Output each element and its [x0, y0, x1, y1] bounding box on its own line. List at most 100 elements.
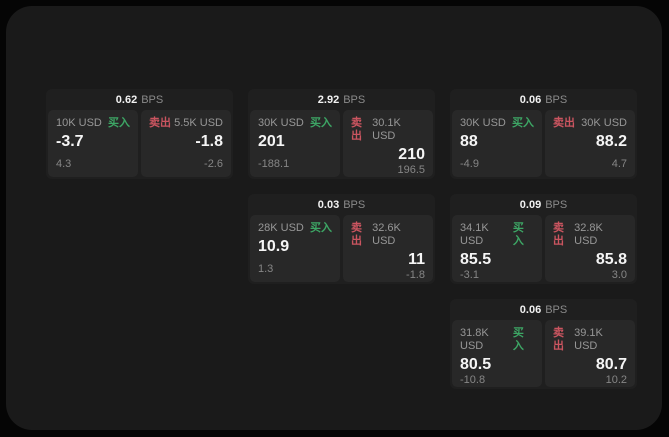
buy-panel[interactable]: 30K USD 买入 201 -188.1 [250, 110, 340, 177]
sell-panel[interactable]: 卖出 32.6K USD 11 -1.8 [343, 215, 433, 282]
sell-panel-header: 卖出 30K USD [553, 117, 627, 130]
sell-sub-value: 196.5 [397, 164, 425, 176]
sell-sub-value: -2.6 [204, 158, 223, 170]
buy-amount: 31.8K USD [460, 327, 489, 352]
bps-value: 0.06 [519, 304, 542, 316]
buy-sub-value: -188.1 [258, 158, 290, 170]
sell-panel[interactable]: 卖出 5.5K USD -1.8 -2.6 [141, 110, 231, 177]
sell-sub-value: 4.7 [611, 158, 627, 170]
buy-panel-header: 30K USD 买入 [258, 117, 332, 130]
bps-unit-label: BPS [141, 94, 164, 106]
buy-price: 10.9 [258, 238, 290, 255]
buy-panel-header: 28K USD 买入 [258, 222, 332, 235]
buy-amount: 10K USD [56, 117, 102, 129]
sell-price: -1.8 [195, 133, 223, 150]
bps-value: 2.92 [317, 94, 340, 106]
quote-panels: 10K USD 买入 -3.7 4.3 卖出 5.5K USD -1.8 -2.… [48, 110, 231, 177]
buy-panel[interactable]: 34.1K USD 买入 85.5 -3.1 [452, 215, 542, 282]
bps-header: 0.09 BPS [452, 196, 635, 215]
bps-header: 0.03 BPS [250, 196, 433, 215]
sell-price: 80.7 [595, 356, 627, 373]
sell-amount: 5.5K USD [174, 117, 223, 129]
sell-amount: 30K USD [581, 117, 627, 129]
quote-card: 0.62 BPS 10K USD 买入 -3.7 4.3 卖出 [46, 89, 233, 179]
bps-value: 0.09 [519, 199, 542, 211]
sell-price: 88.2 [595, 133, 627, 150]
bps-unit-label: BPS [545, 199, 568, 211]
sell-sub-value: 10.2 [605, 374, 627, 386]
buy-panel[interactable]: 28K USD 买入 10.9 1.3 [250, 215, 340, 282]
sell-side-label: 卖出 [351, 117, 362, 142]
quote-card: 0.03 BPS 28K USD 买入 10.9 1.3 卖出 [248, 194, 435, 284]
quote-panels: 34.1K USD 买入 85.5 -3.1 卖出 32.8K USD 85.8… [452, 215, 635, 282]
buy-price: -3.7 [56, 133, 84, 150]
sell-panel-header: 卖出 32.8K USD [553, 222, 627, 248]
buy-panel-header: 30K USD 买入 [460, 117, 534, 130]
buy-side-label: 买入 [108, 117, 130, 129]
quote-grid: 0.62 BPS 10K USD 买入 -3.7 4.3 卖出 [46, 89, 637, 389]
sell-side-label: 卖出 [553, 327, 564, 352]
buy-sub-value: -3.1 [460, 269, 479, 281]
quote-card: 0.06 BPS 31.8K USD 买入 80.5 -10.8 卖 [450, 299, 637, 389]
sell-price: 210 [398, 146, 425, 163]
sell-panel[interactable]: 卖出 30K USD 88.2 4.7 [545, 110, 635, 177]
page-background: 0.62 BPS 10K USD 买入 -3.7 4.3 卖出 [6, 6, 662, 430]
buy-panel-header: 34.1K USD 买入 [460, 222, 534, 248]
buy-price: 80.5 [460, 356, 492, 373]
sell-amount: 39.1K USD [574, 327, 603, 352]
quote-panels: 31.8K USD 买入 80.5 -10.8 卖出 39.1K USD 80.… [452, 320, 635, 387]
buy-side-label: 买入 [512, 117, 534, 129]
bps-header: 0.06 BPS [452, 91, 635, 110]
sell-side-label: 卖出 [553, 117, 575, 129]
sell-price: 85.8 [595, 251, 627, 268]
sell-panel-header: 卖出 39.1K USD [553, 327, 627, 353]
buy-panel-header: 31.8K USD 买入 [460, 327, 534, 353]
buy-sub-value: -10.8 [460, 374, 486, 386]
bps-value: 0.03 [317, 199, 340, 211]
buy-price: 85.5 [460, 251, 492, 268]
bps-value: 0.62 [115, 94, 138, 106]
sell-side-label: 卖出 [149, 117, 171, 129]
sell-panel[interactable]: 卖出 39.1K USD 80.7 10.2 [545, 320, 635, 387]
buy-side-label: 买入 [512, 327, 524, 352]
sell-amount: 32.8K USD [574, 222, 603, 247]
buy-sub-value: 1.3 [258, 263, 274, 275]
bps-header: 0.06 BPS [452, 301, 635, 320]
buy-panel[interactable]: 31.8K USD 买入 80.5 -10.8 [452, 320, 542, 387]
sell-side-label: 卖出 [351, 222, 362, 247]
buy-panel[interactable]: 30K USD 买入 88 -4.9 [452, 110, 542, 177]
sell-sub-value: 3.0 [611, 269, 627, 281]
bps-value: 0.06 [519, 94, 542, 106]
sell-panel[interactable]: 卖出 32.8K USD 85.8 3.0 [545, 215, 635, 282]
sell-sub-value: -1.8 [406, 269, 425, 281]
quote-card: 0.06 BPS 30K USD 买入 88 -4.9 卖出 [450, 89, 637, 179]
sell-price: 11 [408, 251, 425, 268]
buy-sub-value: 4.3 [56, 158, 72, 170]
bps-unit-label: BPS [545, 304, 568, 316]
buy-amount: 28K USD [258, 222, 304, 234]
sell-side-label: 卖出 [553, 222, 564, 247]
buy-price: 88 [460, 133, 478, 150]
sell-amount: 30.1K USD [372, 117, 401, 142]
sell-panel-header: 卖出 32.6K USD [351, 222, 425, 248]
sell-panel-header: 卖出 5.5K USD [149, 117, 223, 130]
bps-header: 0.62 BPS [48, 91, 231, 110]
buy-panel[interactable]: 10K USD 买入 -3.7 4.3 [48, 110, 138, 177]
buy-price: 201 [258, 133, 285, 150]
buy-side-label: 买入 [512, 222, 524, 247]
bps-header: 2.92 BPS [250, 91, 433, 110]
quote-panels: 30K USD 买入 201 -188.1 卖出 30.1K USD 210 1… [250, 110, 433, 177]
bps-unit-label: BPS [343, 199, 366, 211]
quote-panels: 30K USD 买入 88 -4.9 卖出 30K USD 88.2 4.7 [452, 110, 635, 177]
sell-panel-header: 卖出 30.1K USD [351, 117, 425, 143]
bps-unit-label: BPS [545, 94, 568, 106]
buy-side-label: 买入 [310, 222, 332, 234]
buy-sub-value: -4.9 [460, 158, 479, 170]
quote-card: 2.92 BPS 30K USD 买入 201 -188.1 卖出 [248, 89, 435, 179]
bps-unit-label: BPS [343, 94, 366, 106]
buy-amount: 30K USD [258, 117, 304, 129]
sell-panel[interactable]: 卖出 30.1K USD 210 196.5 [343, 110, 433, 177]
buy-side-label: 买入 [310, 117, 332, 129]
quote-panels: 28K USD 买入 10.9 1.3 卖出 32.6K USD 11 -1.8 [250, 215, 433, 282]
